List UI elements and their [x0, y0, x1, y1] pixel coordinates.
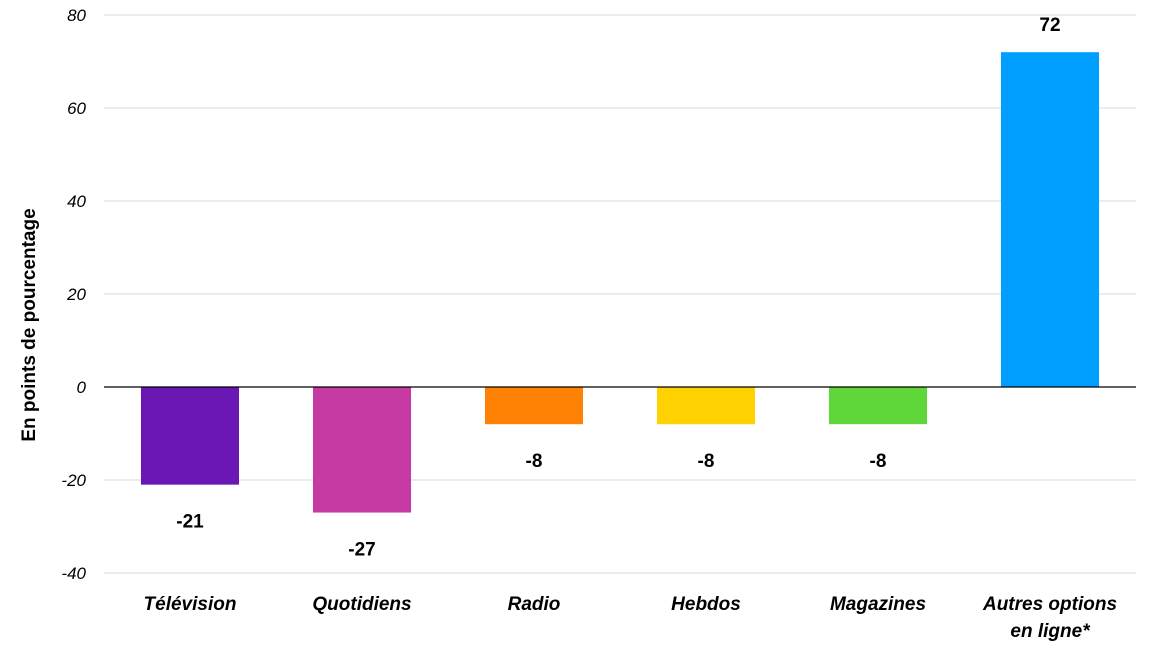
category-label: Télévision — [144, 594, 237, 615]
category-labels: Télévision Quotidiens Radio Hebdos Magazines… — [144, 594, 1117, 642]
data-label: -8 — [698, 451, 715, 472]
bar — [1000, 52, 1100, 387]
data-label: -8 — [526, 451, 543, 472]
y-axis-label: En points de pourcentage — [19, 208, 40, 441]
y-tick-label: -20 — [61, 471, 86, 490]
data-label: -8 — [870, 451, 887, 472]
bars — [140, 52, 1100, 513]
y-tick-label: 60 — [67, 99, 86, 118]
category-label: Quotidiens — [312, 594, 411, 615]
bar — [656, 387, 756, 425]
bar — [140, 387, 240, 485]
bar — [828, 387, 928, 425]
gridlines — [104, 14, 1136, 574]
category-label: en ligne* — [1010, 621, 1091, 642]
y-tick-label: 40 — [67, 192, 86, 211]
category-label: Hebdos — [671, 594, 741, 615]
data-label: -27 — [348, 540, 375, 561]
category-label: Magazines — [830, 594, 926, 615]
data-label: 72 — [1039, 15, 1060, 36]
category-label: Radio — [508, 594, 561, 615]
bar — [312, 387, 412, 513]
bar — [484, 387, 584, 425]
y-tick-label: 80 — [67, 6, 86, 25]
y-tick-label: 0 — [77, 378, 87, 397]
y-tick-labels: 80 60 40 20 0 -20 -40 — [61, 6, 86, 583]
category-label: Autres options — [982, 594, 1117, 615]
y-tick-label: -40 — [61, 564, 86, 583]
y-tick-label: 20 — [66, 285, 86, 304]
data-labels: -21 -27 -8 -8 -8 72 — [176, 15, 1060, 560]
data-label: -21 — [176, 512, 204, 533]
